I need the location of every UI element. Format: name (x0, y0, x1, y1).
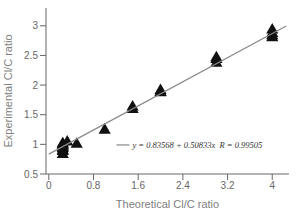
svg-text:0.8: 0.8 (87, 180, 101, 191)
svg-text:0.5: 0.5 (24, 169, 38, 180)
svg-text:4: 4 (269, 180, 275, 191)
svg-text:3: 3 (32, 20, 38, 31)
svg-text:1.6: 1.6 (131, 180, 145, 191)
svg-text:3.2: 3.2 (221, 180, 235, 191)
svg-text:0: 0 (46, 180, 52, 191)
svg-text:1.5: 1.5 (24, 109, 38, 120)
svg-text:y = 0.83568 + 0.50833x R = 0.: y = 0.83568 + 0.50833x R = 0.99505 (131, 140, 262, 150)
svg-text:Theoretical Cl/C ratio: Theoretical Cl/C ratio (116, 198, 219, 208)
svg-text:Experimental Cl/C ratio: Experimental Cl/C ratio (8, 34, 14, 147)
svg-text:2: 2 (32, 80, 38, 91)
svg-text:2.4: 2.4 (176, 180, 190, 191)
svg-text:1: 1 (32, 139, 38, 150)
svg-text:2.5: 2.5 (24, 50, 38, 61)
